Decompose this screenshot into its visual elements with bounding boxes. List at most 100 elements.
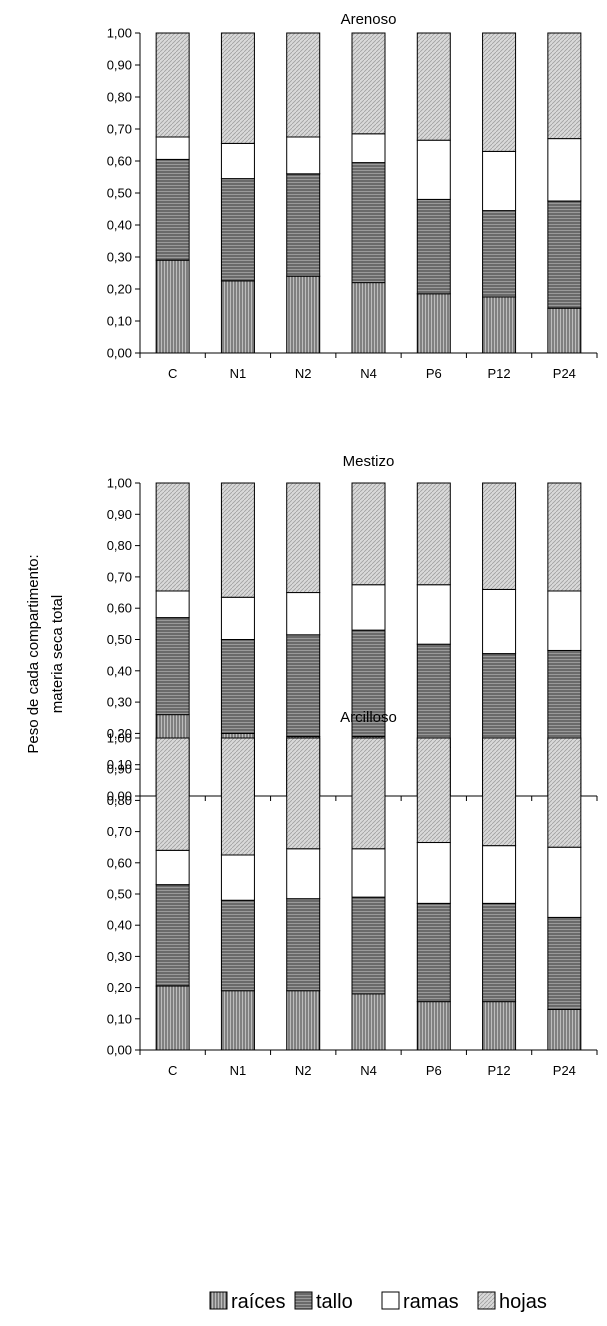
y-tick-label: 0,50 — [107, 632, 132, 647]
bar-segment-ramas — [416, 139, 451, 200]
y-tick-label: 0,80 — [107, 538, 132, 553]
x-tick-label: N1 — [230, 366, 247, 381]
x-tick-label: P24 — [553, 366, 576, 381]
x-tick-label: C — [168, 366, 177, 381]
bar-segment-tallo — [416, 902, 451, 1003]
y-tick-label: 0,60 — [107, 601, 132, 616]
bar-segment-hojas — [416, 32, 451, 141]
bar-segment-hojas — [351, 737, 386, 850]
y-tick-label: 0,90 — [107, 58, 132, 73]
y-tick-label: 0,70 — [107, 122, 132, 137]
bar-segment-raíces — [482, 1001, 517, 1051]
y-tick-label: 0,00 — [107, 346, 132, 361]
x-tick-label: N4 — [360, 366, 377, 381]
bar-segment-tallo — [155, 617, 190, 716]
bar-segment-hojas — [482, 482, 517, 590]
bar-segment-raíces — [547, 1008, 582, 1051]
chart-panels: Arenoso 0,00 0,10 0,20 0,30 0,40 0,50 0,60 0,70 0… — [107, 11, 598, 1078]
y-tick-label: 1,00 — [107, 26, 132, 41]
y-tick-label: 0,20 — [107, 980, 132, 995]
bar-segment-tallo — [220, 178, 255, 282]
y-axis-title-line1: Peso de cada compartimento: — [25, 554, 42, 753]
bar-segment-tallo — [547, 200, 582, 309]
y-tick-label: 0,40 — [107, 218, 132, 233]
y-tick-label: 0,70 — [107, 824, 132, 839]
bar-segment-tallo — [286, 173, 321, 277]
bar-segment-hojas — [482, 32, 517, 152]
bar-segment-hojas — [351, 482, 386, 586]
bar-segment-ramas — [286, 136, 321, 175]
chart-panel-arenoso: Arenoso 0,00 0,10 0,20 0,30 0,40 0,50 0,60 0,70 0… — [107, 11, 598, 381]
y-tick-label: 0,00 — [107, 789, 132, 804]
x-tick-label: N4 — [360, 1063, 377, 1078]
x-tick-label: C — [168, 1063, 177, 1078]
y-tick-label: 0,40 — [107, 918, 132, 933]
y-tick-label: 0,70 — [107, 569, 132, 584]
y-tick-label: 0,50 — [107, 887, 132, 902]
legend-label: tallo — [316, 1291, 353, 1313]
legend-label: hojas — [499, 1291, 547, 1313]
x-tick-label: N2 — [295, 366, 312, 381]
bar-segment-ramas — [416, 584, 451, 645]
bar-segment-hojas — [547, 32, 582, 140]
bar-segment-ramas — [482, 150, 517, 212]
x-tick-label: N2 — [295, 1063, 312, 1078]
legend-swatch-hojas — [477, 1291, 496, 1310]
bar-segment-hojas — [416, 482, 451, 586]
y-tick-label: 0,30 — [107, 250, 132, 265]
bar-segment-tallo — [286, 634, 321, 738]
chart-panel-arcilloso: Arcilloso 0,00 0,10 0,20 0,30 0,40 0,50 0,60 0,7… — [107, 709, 598, 1078]
legend: raíces tallo ramas hojas — [209, 1291, 547, 1313]
bar-segment-hojas — [220, 482, 255, 598]
bar-segment-hojas — [416, 737, 451, 844]
y-tick-label: 0,50 — [107, 186, 132, 201]
y-tick-label: 0,10 — [107, 1011, 132, 1026]
y-axis-title-line2: materia seca total — [49, 595, 66, 713]
y-tick-label: 1,00 — [107, 476, 132, 491]
bar-segment-hojas — [547, 737, 582, 848]
y-tick-label: 0,90 — [107, 507, 132, 522]
x-tick-label: P24 — [553, 1063, 576, 1078]
bar-segment-ramas — [286, 848, 321, 900]
bar-segment-hojas — [547, 482, 582, 592]
bar-segment-raíces — [547, 307, 582, 354]
bar-segment-ramas — [351, 584, 386, 631]
bar-segment-hojas — [155, 737, 190, 851]
bar-segment-tallo — [547, 916, 582, 1010]
bar-segment-raíces — [220, 280, 255, 354]
bar-segment-tallo — [482, 653, 517, 753]
bar-segment-tallo — [155, 158, 190, 261]
bar-segment-ramas — [351, 133, 386, 164]
y-tick-label: 0,40 — [107, 663, 132, 678]
bar-segment-tallo — [220, 899, 255, 992]
bar-segment-ramas — [220, 142, 255, 180]
y-tick-label: 0,20 — [107, 282, 132, 297]
y-tick-label: 0,80 — [107, 793, 132, 808]
bar-segment-tallo — [155, 884, 190, 987]
bar-segment-ramas — [286, 592, 321, 636]
bar-segment-hojas — [155, 482, 190, 592]
bar-segment-raíces — [155, 985, 190, 1051]
bar-segment-hojas — [351, 32, 386, 135]
y-tick-label: 0,90 — [107, 762, 132, 777]
bar-segment-hojas — [286, 482, 321, 594]
y-tick-label: 0,10 — [107, 757, 132, 772]
y-tick-label: 0,30 — [107, 949, 132, 964]
bar-segment-ramas — [155, 136, 190, 160]
y-tick-label: 0,00 — [107, 1043, 132, 1058]
panel-title: Arcilloso — [340, 709, 397, 726]
bar-segment-tallo — [547, 649, 582, 753]
x-tick-label: N1 — [230, 1063, 247, 1078]
y-tick-label: 0,60 — [107, 154, 132, 169]
bar-segment-raíces — [416, 1001, 451, 1051]
panel-title: Mestizo — [343, 453, 395, 470]
y-tick-label: 0,30 — [107, 695, 132, 710]
bar-segment-hojas — [482, 737, 517, 847]
bar-segment-tallo — [220, 639, 255, 734]
bar-segment-ramas — [155, 849, 190, 886]
bar-segment-raíces — [286, 990, 321, 1051]
bar-segment-ramas — [547, 138, 582, 202]
legend-label: raíces — [231, 1291, 285, 1313]
bar-segment-hojas — [220, 737, 255, 856]
bar-segment-raíces — [351, 282, 386, 354]
